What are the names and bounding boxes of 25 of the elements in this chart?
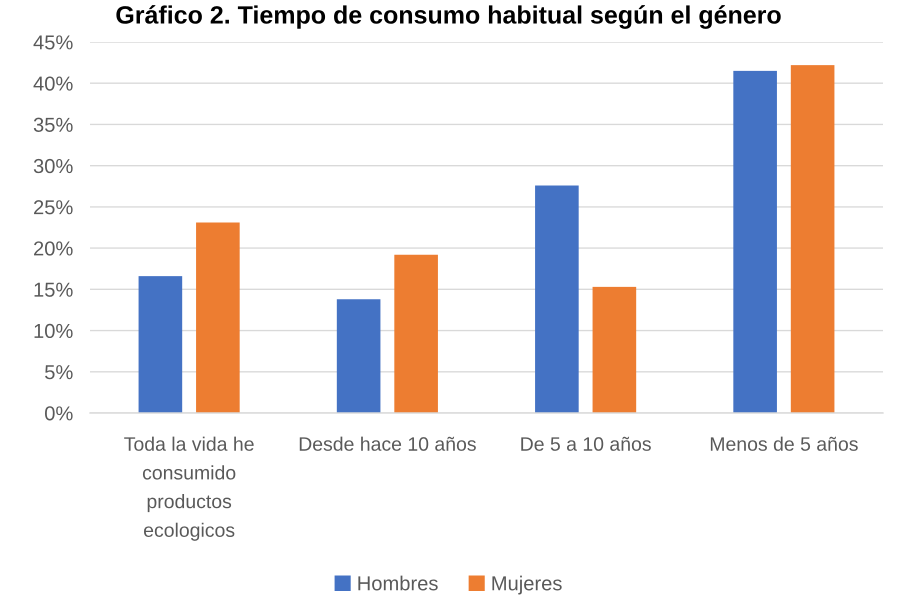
y-tick-label: 30%: [34, 158, 73, 174]
y-tick-label: 25%: [34, 200, 73, 214]
y-tick-label: 20%: [34, 241, 73, 256]
x-tick-label: Menos de 5 años: [710, 436, 858, 451]
bar: [336, 299, 380, 413]
bar: [394, 254, 438, 413]
y-tick-label: 0%: [45, 406, 73, 420]
bar: [535, 185, 579, 413]
x-tick-label: Toda la vida he consumido productos ecologicos: [124, 436, 254, 541]
bar: [790, 65, 834, 413]
x-tick-label: Desde hace 10 años: [300, 436, 476, 451]
bar: [733, 70, 777, 413]
bar: [592, 286, 636, 413]
bar: [196, 222, 240, 413]
x-tick-label: De 5 a 10 años: [521, 436, 651, 451]
legend-label: Hombres: [358, 576, 438, 590]
y-tick-label: 40%: [33, 76, 73, 91]
y-tick-label: 45%: [33, 35, 73, 50]
y-tick-label: 15%: [34, 282, 73, 297]
legend-label: Mujeres: [492, 576, 562, 594]
chart-title: Gráfico 2. Tiempo de consumo habitual según el género: [116, 5, 781, 29]
bar: [138, 276, 182, 413]
y-tick-label: 5%: [45, 365, 73, 380]
y-tick-label: 35%: [34, 118, 73, 132]
y-tick-label: 10%: [34, 324, 73, 338]
